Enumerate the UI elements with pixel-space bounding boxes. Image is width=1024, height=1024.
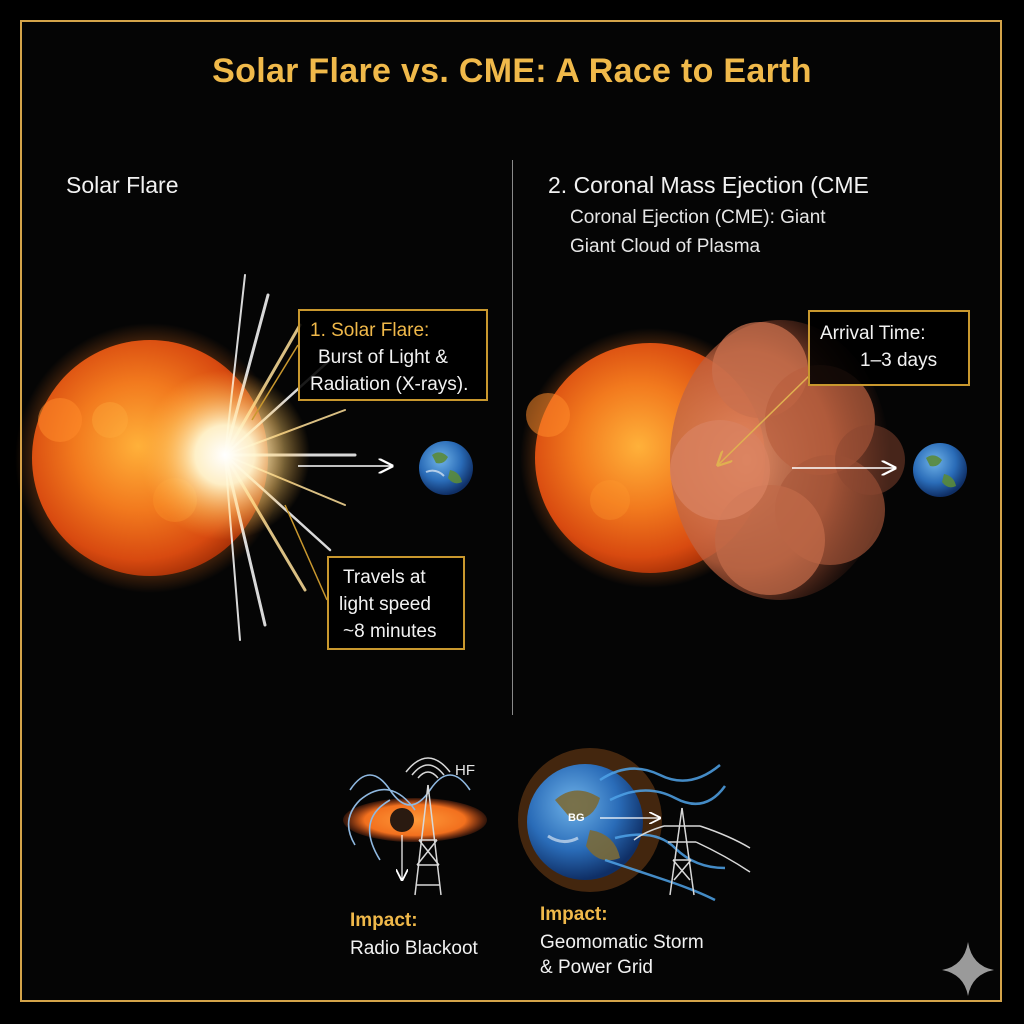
- radio-wave-icon: [347, 774, 471, 861]
- arrival-callout-line-2: 1–3 days: [860, 350, 938, 371]
- page-title: Solar Flare vs. CME: A Race to Earth: [212, 52, 812, 90]
- sparkle-icon: [942, 942, 994, 996]
- impact-earth-icon: [518, 748, 662, 892]
- arrival-callout-line-1: Arrival Time:: [820, 323, 926, 344]
- magnetic-field-lines: [599, 764, 727, 902]
- radio-tower-icon: [405, 757, 451, 896]
- speed-callout-leader: [284, 504, 328, 601]
- radio-impact-label: Impact:: [350, 910, 418, 931]
- flare-callout-leader: [251, 344, 299, 421]
- radio-impact-text: Radio Blackoot: [350, 938, 478, 959]
- cme-cloud: [670, 320, 905, 600]
- flare-callout-line-3: Radiation (X-rays).: [310, 374, 469, 395]
- right-heading: 2. Coronal Mass Ejection (CME: [548, 172, 869, 198]
- speed-callout-line-2: light speed: [339, 594, 431, 615]
- flare-callout: 1. Solar Flare: Burst of Light & Radiati…: [298, 309, 488, 401]
- right-sub-line-1: Coronal Ejection (CME): Giant: [570, 207, 826, 228]
- right-earth-icon: [913, 443, 967, 497]
- hf-label: HF: [455, 762, 475, 779]
- earth-label: BG: [568, 812, 585, 824]
- geo-impact-label: Impact:: [540, 904, 608, 925]
- flare-callout-title: 1. Solar Flare:: [310, 320, 430, 341]
- power-pylon-icon: [633, 807, 751, 896]
- left-heading: Solar Flare: [66, 172, 179, 198]
- cme-callout-leader: [718, 374, 811, 465]
- arrival-callout: Arrival Time: 1–3 days: [808, 310, 970, 386]
- right-sub-line-2: Giant Cloud of Plasma: [570, 236, 761, 257]
- panel-divider: [512, 160, 513, 715]
- speed-callout-line-1: Travels at: [343, 567, 426, 588]
- flare-burst: [140, 274, 357, 641]
- speed-callout: Travels at light speed ~8 minutes: [327, 556, 465, 650]
- geo-impact-text-2: & Power Grid: [540, 957, 653, 978]
- flare-callout-line-2: Burst of Light &: [318, 347, 448, 368]
- speed-callout-line-3: ~8 minutes: [343, 621, 437, 642]
- geo-impact-text-1: Geomomatic Storm: [540, 932, 704, 953]
- left-earth-icon: [419, 441, 473, 495]
